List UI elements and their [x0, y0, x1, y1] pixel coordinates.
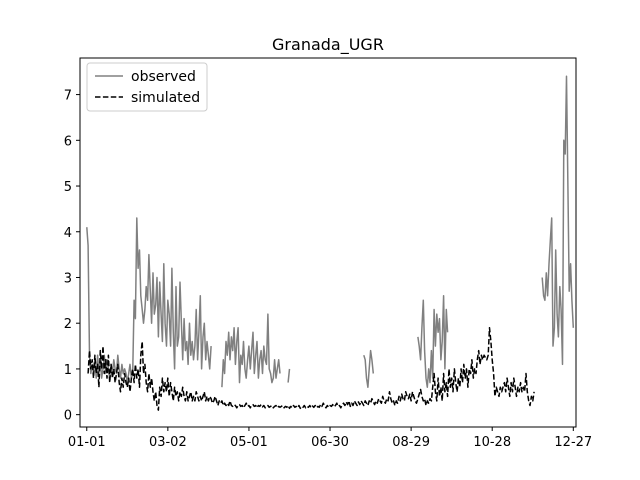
- y-tick-label: 7: [64, 89, 72, 104]
- series-line-observed-segment-1: [221, 313, 281, 388]
- y-tick-label: 0: [64, 409, 72, 424]
- y-tick-label: 4: [64, 226, 72, 241]
- y-tick-label: 6: [64, 134, 72, 149]
- legend-box: [86, 62, 208, 112]
- series-layer: [86, 75, 575, 411]
- x-tick-label: 08-29: [392, 435, 430, 450]
- x-tick-label: 12-27: [554, 435, 592, 450]
- y-axis: 0 1 2 3 4 5 6 7: [64, 89, 80, 424]
- series-line-observed-segment-4: [417, 295, 449, 388]
- x-tick-label: 06-30: [311, 435, 349, 450]
- x-axis: 01-01 03-02 05-01 06-30 08-29 10-28 12-27: [68, 427, 592, 450]
- x-tick-label: 10-28: [473, 435, 511, 450]
- y-tick-label: 5: [64, 180, 72, 195]
- legend-label-simulated: simulated: [131, 90, 200, 106]
- x-tick-label: 01-01: [68, 435, 106, 450]
- y-tick-label: 3: [64, 271, 72, 286]
- series-line-observed-segment-2: [287, 368, 291, 383]
- series-line-simulated-segment-0: [87, 327, 535, 411]
- y-tick-label: 1: [64, 363, 72, 378]
- legend: observed simulated: [86, 62, 208, 112]
- series-line-observed-segment-0: [86, 217, 212, 384]
- x-tick-label: 05-01: [230, 435, 268, 450]
- x-tick-label: 03-02: [149, 435, 187, 450]
- y-tick-label: 2: [64, 317, 72, 332]
- series-line-observed-segment-3: [363, 349, 375, 388]
- legend-label-observed: observed: [131, 69, 196, 85]
- series-line-observed-segment-5: [541, 75, 575, 366]
- plot-area: 01-01 03-02 05-01 06-30 08-29 10-28 12-27 0 1 2 3…: [64, 57, 592, 450]
- chart-title: Granada_UGR: [272, 35, 384, 55]
- axes-frame: [79, 57, 577, 428]
